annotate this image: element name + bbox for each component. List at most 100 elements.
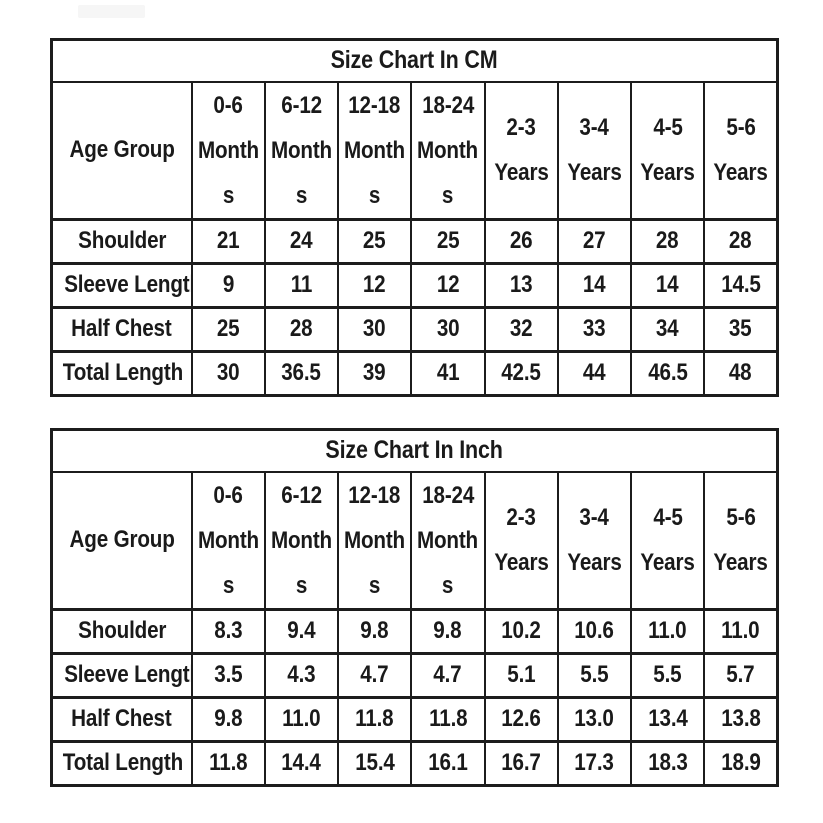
row-label: Total Length [50,740,193,786]
column-header-3-4-years: 3-4 Years [556,80,633,220]
row-label-text: Total Length [62,749,184,776]
value-cell: 44 [556,350,633,396]
column-header-line: 4-5 [633,105,702,150]
size-chart-inch-section: Size Chart In Inch Age Group 0-6 Month s 6-1… [50,428,779,787]
column-header-text: 6-12 [281,91,322,119]
column-header-line: s [413,563,482,608]
value-cell: 11.0 [629,608,706,654]
column-header-text: Years [567,549,622,576]
size-chart-inch-table: Size Chart In Inch Age Group 0-6 Month s 6-1… [50,428,779,787]
column-header-text: Years [640,549,695,576]
table-row-sleeve-length: Sleeve Length 9 11 12 12 13 14 14 14.5 [50,262,779,308]
value-cell: 35 [703,306,779,352]
column-header-text: Years [640,159,695,186]
value-cell: 14 [629,262,706,308]
value-cell: 11.8 [336,696,413,742]
value-text: 9.8 [433,617,462,644]
row-label: Sleeve Length [50,262,193,308]
column-header-line: Years [487,540,556,585]
value-cell: 11.0 [703,608,779,654]
value-text: 12 [436,271,460,298]
column-header-text: 4-5 [652,114,683,141]
value-cell: 9.8 [190,696,266,742]
value-text: 4.3 [287,661,316,688]
value-text: 9.4 [287,617,316,644]
column-header-text: Years [713,159,768,186]
row-label: Half Chest [50,696,193,742]
column-header-2-3-years: 2-3 Years [483,80,559,220]
value-cell: 10.6 [556,608,633,654]
column-header-line: Years [706,540,775,585]
value-text: 11.8 [428,705,468,732]
column-header-text: 18-24 [421,481,474,509]
column-header-4-5-years: 4-5 Years [629,80,706,220]
table-title-inch: Size Chart In Inch [50,428,779,473]
column-header-line: 12-18 [340,473,409,517]
column-header-line: 4-5 [633,495,702,540]
value-text: 39 [363,359,386,386]
corner-header-text: Age Group [69,136,175,163]
value-text: 14 [656,271,679,298]
column-header-5-6-years: 5-6 Years [703,470,779,610]
column-header-text: 5-6 [725,114,756,141]
column-header-line: 5-6 [706,105,775,150]
value-text: 27 [583,227,606,254]
value-text: 16.1 [428,749,468,776]
column-header-line: Years [633,540,702,585]
value-cell: 5.1 [483,652,559,698]
column-header-text: s [222,181,234,209]
value-cell: 41 [410,350,486,396]
value-cell: 21 [190,218,266,264]
value-text: 11.0 [648,617,687,644]
value-text: 33 [583,315,606,342]
value-cell: 5.7 [703,652,779,698]
table-body: Shoulder 21 24 25 25 26 27 28 28 Sleeve Length 9 11… [50,218,779,396]
column-header-line: s [340,563,409,608]
value-text: 24 [290,227,313,254]
column-header-text: Years [493,159,549,186]
row-label-text: Sleeve Length [64,661,192,688]
column-header-line: 6-12 [267,473,336,517]
value-text: 26 [509,227,533,254]
value-text: 25 [216,315,240,342]
value-text: 30 [436,315,460,342]
column-header-text: s [442,181,454,209]
column-header-2-3-years: 2-3 Years [483,470,559,610]
value-cell: 30 [336,306,413,352]
column-header-0-6-months: 0-6 Month s [190,80,266,220]
column-header-line: Month [267,128,336,173]
table-row-total-length: Total Length 30 36.5 39 41 42.5 44 46.5 48 [50,350,779,396]
value-text: 11 [290,271,313,298]
value-text: 21 [216,227,240,254]
column-header-line: s [194,563,263,608]
column-header-line: 0-6 [194,473,263,517]
column-header-line: 3-4 [560,495,629,540]
value-cell: 46.5 [629,350,706,396]
column-header-text: s [442,571,454,599]
value-cell: 18.3 [629,740,706,786]
column-header-text: 6-12 [281,481,322,509]
value-text: 48 [729,359,752,386]
value-cell: 18.9 [703,740,779,786]
value-text: 3.5 [214,661,243,688]
column-header-0-6-months: 0-6 Month s [190,470,266,610]
value-cell: 4.7 [336,652,413,698]
value-text: 9.8 [214,705,243,732]
value-text: 17.3 [574,749,615,776]
column-header-text: 18-24 [421,91,474,119]
value-text: 10.2 [501,617,541,644]
column-header-text: 2-3 [506,114,536,141]
table-body: Shoulder 8.3 9.4 9.8 9.8 10.2 10.6 11.0 11.0 Slee… [50,608,779,786]
value-text: 13.8 [720,705,761,732]
column-header-line: Month [340,518,409,563]
value-cell: 11.0 [263,696,340,742]
value-cell: 11 [263,262,340,308]
value-cell: 16.7 [483,740,559,786]
column-header-text: 0-6 [213,481,243,509]
value-cell: 10.2 [483,608,559,654]
value-text: 30 [363,315,386,342]
watermark-badge [78,5,145,18]
row-label-text: Half Chest [71,705,173,732]
column-header-text: 4-5 [652,504,683,531]
header-row: Age Group 0-6 Month s 6-12 Month s 12-18 Month s 1… [50,470,779,610]
